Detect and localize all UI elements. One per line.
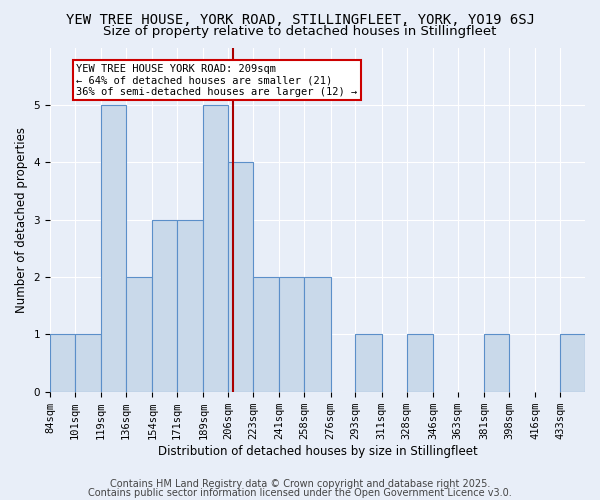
- Bar: [228, 162, 253, 392]
- Text: Size of property relative to detached houses in Stillingfleet: Size of property relative to detached ho…: [103, 25, 497, 38]
- Bar: [101, 105, 126, 392]
- Bar: [203, 105, 228, 392]
- Text: YEW TREE HOUSE YORK ROAD: 209sqm
← 64% of detached houses are smaller (21)
36% o: YEW TREE HOUSE YORK ROAD: 209sqm ← 64% o…: [76, 64, 358, 97]
- Bar: [126, 277, 152, 392]
- Bar: [304, 277, 331, 392]
- Text: Contains HM Land Registry data © Crown copyright and database right 2025.: Contains HM Land Registry data © Crown c…: [110, 479, 490, 489]
- Bar: [484, 334, 509, 392]
- Bar: [560, 334, 585, 392]
- X-axis label: Distribution of detached houses by size in Stillingfleet: Distribution of detached houses by size …: [158, 444, 478, 458]
- Y-axis label: Number of detached properties: Number of detached properties: [15, 126, 28, 312]
- Text: Contains public sector information licensed under the Open Government Licence v3: Contains public sector information licen…: [88, 488, 512, 498]
- Bar: [75, 334, 101, 392]
- Bar: [407, 334, 433, 392]
- Bar: [152, 220, 177, 392]
- Bar: [253, 277, 280, 392]
- Bar: [50, 334, 75, 392]
- Bar: [280, 277, 304, 392]
- Bar: [355, 334, 382, 392]
- Text: YEW TREE HOUSE, YORK ROAD, STILLINGFLEET, YORK, YO19 6SJ: YEW TREE HOUSE, YORK ROAD, STILLINGFLEET…: [65, 12, 535, 26]
- Bar: [177, 220, 203, 392]
